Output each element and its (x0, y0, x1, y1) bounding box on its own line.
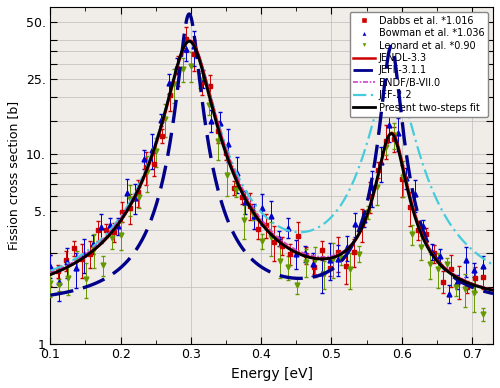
JEFF-3.1.1 (236, 241, 242, 246)
Line: JENDL-3.3: JENDL-3.3 (50, 41, 493, 290)
JENDL-3.3 (218, 131, 224, 136)
Present two-steps fit (490, 288, 496, 293)
Present two-steps fit (98, 241, 104, 246)
ENDF/B-VII.0 (218, 128, 224, 132)
JEF-2.2 (434, 197, 440, 202)
Line: JEFF-3.1.1: JEFF-3.1.1 (50, 14, 493, 295)
Present two-steps fit (236, 185, 242, 190)
ENDF/B-VII.0 (187, 38, 193, 43)
ENDF/B-VII.0 (434, 256, 440, 261)
Present two-steps fit (186, 39, 192, 43)
ENDF/B-VII.0 (124, 206, 130, 210)
JEFF-3.1.1 (98, 279, 104, 283)
ENDF/B-VII.0 (482, 285, 488, 289)
JENDL-3.3 (187, 38, 193, 43)
JEFF-3.1.1 (434, 257, 440, 262)
Line: JEF-2.2: JEF-2.2 (50, 42, 493, 271)
Present two-steps fit (434, 258, 440, 263)
X-axis label: Energy [eV]: Energy [eV] (230, 367, 312, 381)
JEF-2.2 (187, 39, 193, 44)
Present two-steps fit (482, 286, 488, 291)
Legend: Dabbs et al. *1.016, Bowman et al. *1.036, Leonard et al. *0.90, JENDL-3.3, JEFF: Dabbs et al. *1.016, Bowman et al. *1.03… (350, 12, 488, 117)
Present two-steps fit (124, 208, 130, 213)
JENDL-3.3 (48, 272, 54, 277)
ENDF/B-VII.0 (98, 239, 104, 244)
Line: Present two-steps fit: Present two-steps fit (50, 41, 493, 290)
Present two-steps fit (48, 272, 54, 277)
JEF-2.2 (124, 204, 130, 209)
JEF-2.2 (236, 177, 242, 181)
Present two-steps fit (218, 134, 224, 139)
JEF-2.2 (98, 237, 104, 242)
JENDL-3.3 (124, 209, 130, 214)
JENDL-3.3 (98, 242, 104, 246)
Y-axis label: Fission cross section [b]: Fission cross section [b] (7, 101, 20, 250)
ENDF/B-VII.0 (490, 287, 496, 292)
JENDL-3.3 (434, 257, 440, 262)
ENDF/B-VII.0 (236, 180, 242, 184)
JENDL-3.3 (236, 184, 242, 188)
JEF-2.2 (48, 268, 54, 273)
JENDL-3.3 (490, 288, 496, 292)
JEF-2.2 (218, 127, 224, 132)
Line: ENDF/B-VII.0: ENDF/B-VII.0 (50, 40, 493, 289)
JEFF-3.1.1 (48, 293, 54, 298)
JEFF-3.1.1 (186, 12, 192, 16)
JENDL-3.3 (482, 286, 488, 290)
ENDF/B-VII.0 (48, 271, 54, 275)
JEFF-3.1.1 (482, 289, 488, 294)
JEFF-3.1.1 (490, 291, 496, 296)
JEFF-3.1.1 (218, 196, 224, 200)
JEF-2.2 (490, 262, 496, 267)
JEF-2.2 (482, 257, 488, 262)
JEFF-3.1.1 (124, 259, 130, 264)
